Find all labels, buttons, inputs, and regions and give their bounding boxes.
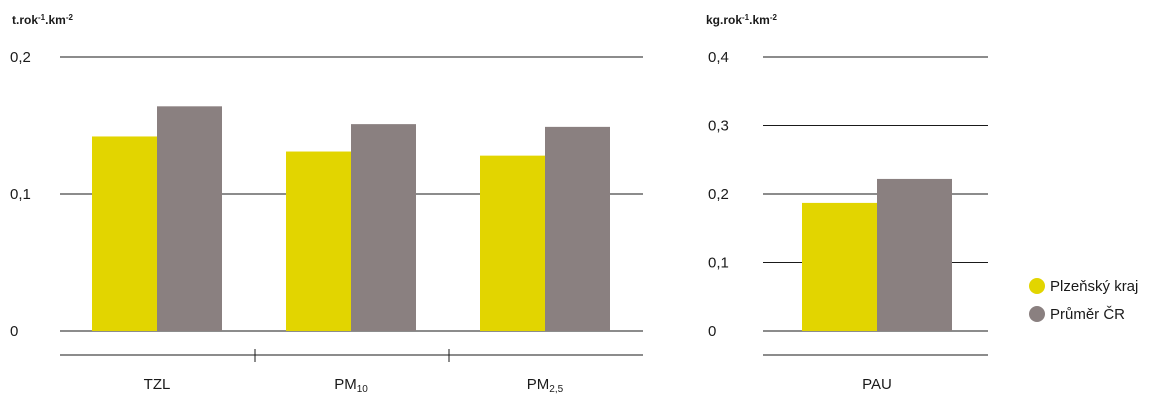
bar [351, 124, 416, 331]
bar [157, 106, 222, 331]
bar [480, 155, 545, 331]
y-tick-label: 0 [10, 323, 18, 340]
legend-label-prumer-cr: Průměr ČR [1050, 306, 1125, 323]
legend-swatch-plzensky-kraj [1029, 278, 1045, 294]
y-tick-label: 0,3 [708, 118, 729, 135]
x-tick-label: PM2,5 [527, 376, 564, 394]
bar [92, 136, 157, 331]
x-tick-label: PM10 [334, 376, 368, 394]
y-tick-label: 0,2 [708, 186, 729, 203]
unit-base: t.rok [12, 13, 38, 27]
y-unit-label: t.rok-1.km-2 [12, 13, 73, 27]
x-tick-sub: 2,5 [549, 384, 563, 394]
y-tick-label: 0,2 [10, 49, 31, 66]
y-tick-label: 0,1 [708, 255, 729, 272]
legend-label-plzensky-kraj: Plzeňský kraj [1050, 278, 1138, 295]
x-tick-base: PAU [862, 376, 892, 393]
bar [802, 202, 877, 331]
legend-swatch-prumer-cr [1029, 306, 1045, 322]
bar [545, 126, 610, 332]
x-tick-label: PAU [862, 376, 892, 393]
y-tick-label: 0,4 [708, 49, 729, 66]
x-tick-base: TZL [144, 376, 171, 393]
bar [286, 151, 351, 331]
chart-panel-pau: kg.rok-1.km-2 0 0,1 0,2 0,3 0,4 PAU [706, 13, 988, 393]
y-tick-label: 0 [708, 323, 716, 340]
unit-sup: -1 [742, 13, 750, 22]
unit-mid: .km [45, 13, 66, 27]
x-tick-label: TZL [144, 376, 171, 393]
bar [877, 178, 952, 331]
unit-sup: -2 [66, 13, 74, 22]
unit-mid: .km [749, 13, 770, 27]
unit-sup: -1 [38, 13, 46, 22]
y-unit-label: kg.rok-1.km-2 [706, 13, 777, 27]
x-tick-sub: 10 [357, 384, 369, 394]
x-tick-base: PM [527, 376, 550, 393]
unit-sup: -2 [770, 13, 778, 22]
legend: Plzeňský kraj Průměr ČR [1029, 278, 1138, 323]
x-tick-base: PM [334, 376, 357, 393]
unit-base: kg.rok [706, 13, 742, 27]
y-tick-label: 0,1 [10, 186, 31, 203]
